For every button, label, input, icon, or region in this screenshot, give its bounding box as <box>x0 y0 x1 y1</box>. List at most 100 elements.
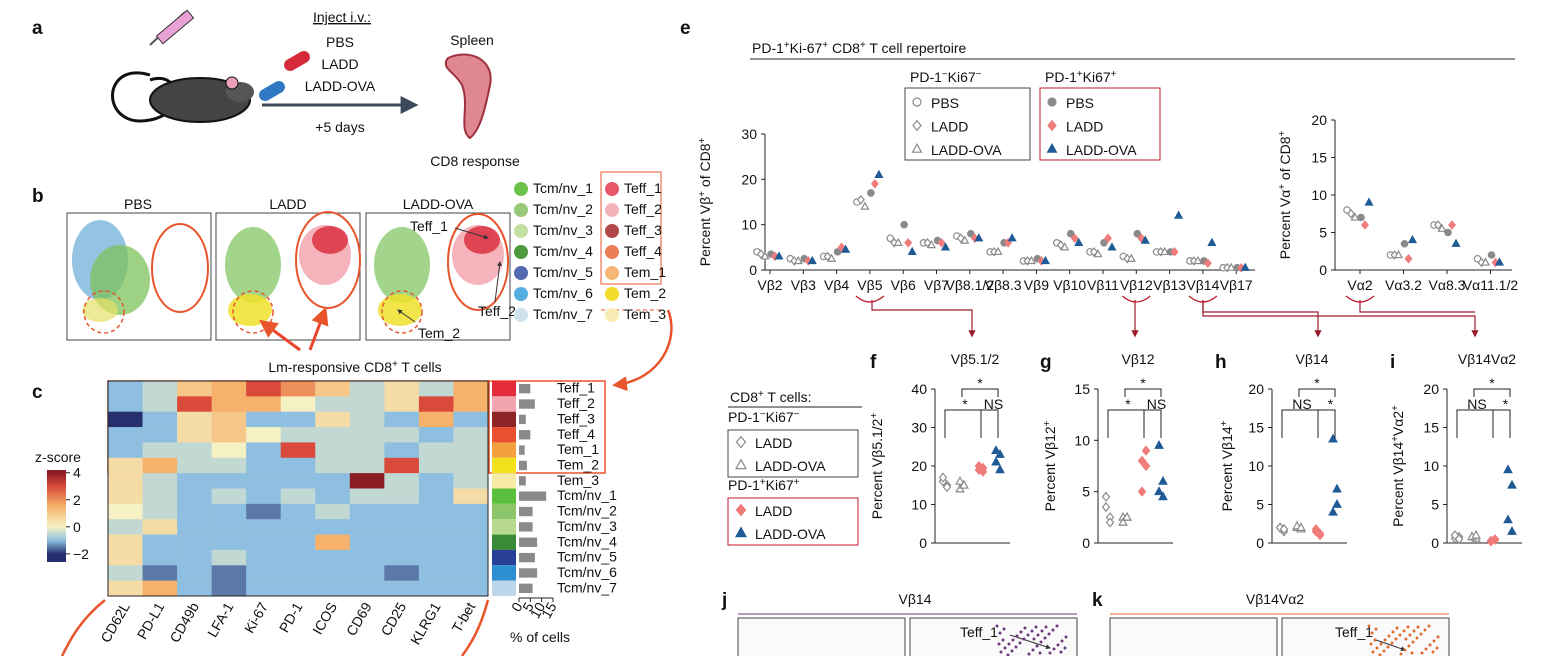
cell-dot <box>1010 649 1014 653</box>
legend-group-title-part: PD-1 <box>728 477 760 493</box>
cell-dot <box>1027 652 1031 656</box>
marker <box>1046 142 1058 153</box>
legend-title: CD8+ T cells: <box>730 389 811 406</box>
marker <box>1141 460 1151 472</box>
marker <box>912 97 922 107</box>
heatmap-cell <box>177 427 212 443</box>
marker <box>940 242 951 251</box>
marker <box>1451 238 1461 247</box>
y-axis-label-part: Percent Vβ <box>697 197 713 267</box>
x-tick-label: Vβ8.3 <box>985 277 1022 293</box>
cell-dot <box>1431 650 1435 654</box>
cell-dot <box>1006 653 1010 656</box>
cell-dot <box>1007 642 1011 646</box>
marker <box>1170 247 1179 257</box>
cell-dot <box>999 650 1003 654</box>
panel-title-part: CD8 <box>828 40 860 56</box>
y-axis-label-part: Percent Vα <box>1277 190 1293 260</box>
heatmap-cell <box>280 519 316 535</box>
legend-swatch <box>605 182 619 196</box>
inject-label: Inject i.v.: <box>313 9 371 25</box>
panel-letter: c <box>32 382 43 403</box>
heatmap-cell <box>384 442 420 459</box>
marker <box>874 169 884 178</box>
column-label: PD-1 <box>276 599 306 635</box>
percent-bar <box>519 568 538 578</box>
cell-dot <box>1410 651 1414 655</box>
legend-title-part: + <box>1111 69 1117 80</box>
y-axis-label-part: + <box>869 413 880 419</box>
heatmap-cell <box>349 427 385 443</box>
marker <box>991 456 1001 466</box>
cell-dot <box>1373 638 1377 642</box>
y-tick-label: 15 <box>1423 420 1439 436</box>
heatmap-cell <box>211 488 247 505</box>
legend-label: LADD <box>1066 119 1103 135</box>
marker <box>1296 522 1306 532</box>
cell-dot <box>1023 626 1027 630</box>
heatmap-cell <box>349 381 385 397</box>
heatmap-cell <box>177 565 212 581</box>
marker <box>1404 253 1413 264</box>
x-tick-label: Vβ5 <box>857 277 882 293</box>
heatmap-cell <box>142 488 178 505</box>
heatmap-frame <box>107 380 489 597</box>
panel-title: Vβ14 <box>899 591 932 607</box>
heatmap-cell <box>315 565 351 581</box>
j-k-plots <box>737 617 1450 656</box>
marker <box>1328 433 1338 443</box>
marker <box>735 435 747 449</box>
marker <box>911 142 923 153</box>
heatmap-cell <box>418 488 454 505</box>
panel-letter: e <box>680 18 691 39</box>
heatmap-cell <box>211 534 247 551</box>
y-tick-label: 30 <box>911 420 927 436</box>
legend-label: PBS <box>1066 95 1094 111</box>
legend-box <box>1039 87 1161 161</box>
heatmap-cell <box>453 473 489 489</box>
marker <box>760 251 770 260</box>
marker <box>1105 517 1115 528</box>
cell-dot <box>1367 624 1371 628</box>
heatmap-cell <box>177 381 212 397</box>
legend-swatch <box>514 182 528 196</box>
percent-bar <box>519 537 538 547</box>
marker <box>1004 238 1013 248</box>
cell-dot <box>1412 629 1416 633</box>
marker <box>833 248 842 256</box>
marker <box>1448 220 1456 230</box>
marker <box>870 179 879 189</box>
cell-dot <box>1064 635 1068 639</box>
y-axis-label-part: + <box>1390 436 1401 442</box>
heatmap-cell <box>246 381 282 397</box>
marker <box>1007 233 1017 242</box>
legend-box <box>727 429 859 478</box>
heatmap-cell <box>246 503 282 520</box>
heatmap-cell <box>108 442 143 459</box>
heatmap-cell <box>453 565 489 581</box>
cell-dot <box>1001 638 1005 642</box>
legend-swatch <box>605 203 619 217</box>
legend-title-part: Ki67 <box>948 69 976 85</box>
marker <box>1364 197 1374 206</box>
marker <box>955 475 965 485</box>
heatmap-cell <box>384 580 420 597</box>
cell-dot <box>1056 643 1060 647</box>
panel-title: Vβ14Vα2 <box>1246 591 1304 607</box>
marker <box>1507 526 1517 535</box>
heatmap-cell <box>349 565 385 581</box>
tsne-annotation: Teff_1 <box>410 218 448 234</box>
x-tick-label: Vβ17 <box>1220 277 1253 293</box>
cell-dot <box>1036 633 1040 637</box>
cell-dot <box>1040 629 1044 633</box>
legend-title-part: + <box>758 389 764 400</box>
cell-dot <box>1052 647 1056 651</box>
marker <box>1047 119 1057 132</box>
heatmap-cell <box>418 534 454 551</box>
heatmap-cell <box>246 427 282 443</box>
heatmap-cell <box>349 534 385 551</box>
cell-dot <box>1386 645 1390 649</box>
significance-bracket <box>980 409 999 438</box>
marker <box>1444 228 1452 237</box>
callout-label-part: T cells <box>398 359 442 375</box>
